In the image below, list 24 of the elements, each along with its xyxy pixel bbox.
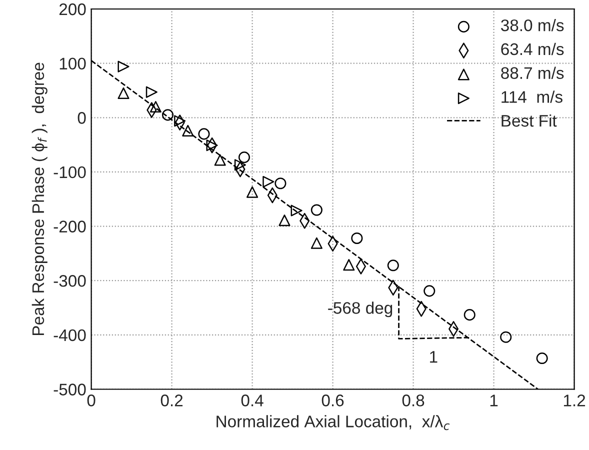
y-tick-label: -200 [54,220,86,232]
y-tick-label: 200 [59,3,86,16]
x-tick-label: 1.2 [564,394,586,406]
x-tick-label: 0.2 [160,394,183,406]
y-tick-label: -500 [54,384,86,396]
y-tick-label: -400 [54,329,86,342]
y-tick-label: 0 [78,112,86,124]
x-tick-label: 0.8 [402,394,424,406]
x-tick-label: 1 [490,394,498,406]
legend-label: 38.0 m/s [501,19,564,32]
y-tick-label: -100 [54,166,86,178]
y-tick-label: 100 [60,58,86,70]
y-axis-title: Peak Response Phase ( ϕ$_{f}$ ), degree [32,62,48,336]
x-tick-label: 0 [87,394,96,406]
x-axis-title: Normalized Axial Location, x/λ$_{c}$ [216,415,450,430]
y-tick-label: -300 [54,275,86,287]
legend-label: 114 m/s [502,90,562,103]
annotation: -568 deg [328,302,392,318]
legend-label: Best Fit [502,114,557,127]
annotation: 1 [430,351,438,363]
legend-label: 63.4 m/s [501,42,564,56]
x-tick-label: 0.4 [241,394,264,406]
legend-label: 88.7 m/s [501,66,564,79]
x-tick-label: 0.6 [322,394,344,406]
